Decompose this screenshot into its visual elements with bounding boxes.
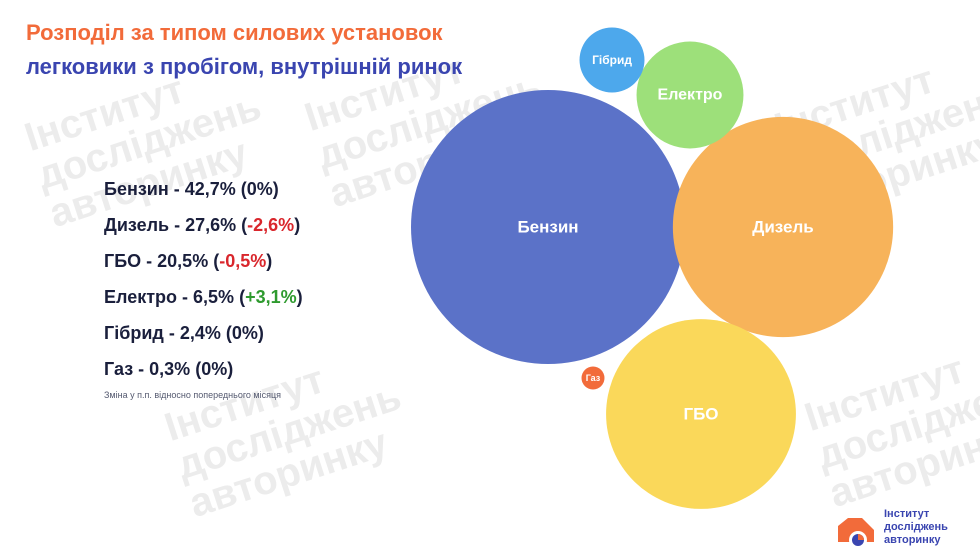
change-value: -0,5% [219, 251, 267, 271]
bubble-label: Електро [658, 87, 723, 104]
logo-icon [838, 518, 874, 549]
footnote: Зміна у п.п. відносно попереднього місяц… [104, 390, 281, 400]
change-value: -2,6% [247, 215, 295, 235]
stat-row: Бензин - 42,7% (0%) [104, 179, 279, 199]
stats-list: Бензин - 42,7% (0%) Дизель - 27,6% (-2,6… [104, 176, 303, 392]
bubble-0 [411, 90, 685, 364]
stat-row: Гібрид - 2,4% (0%) [104, 323, 264, 343]
brand-logo: Інститут досліджень авторинку [838, 508, 978, 552]
bubble-label: Дизель [752, 218, 814, 237]
bubble-1 [672, 116, 894, 338]
bubble-label: Бензин [517, 218, 578, 237]
bubble-label: Гібрид [592, 53, 632, 67]
bubble-5 [581, 366, 605, 390]
stat-row: Електро - 6,5% (+3,1%) [104, 287, 303, 307]
stat-row: ГБО - 20,5% (-0,5%) [104, 251, 273, 271]
bubble-3 [636, 41, 744, 149]
bubble-2 [606, 319, 796, 509]
stat-row: Газ - 0,3% (0%) [104, 359, 234, 379]
bubble-4 [579, 27, 645, 93]
title-line-2: легковики з пробігом, внутрішній ринок [26, 54, 463, 79]
logo-text: Інститут досліджень авторинку [884, 508, 948, 546]
chart-title: Розподіл за типом силових установок легк… [26, 18, 462, 82]
bubble-label: Газ [586, 373, 601, 383]
stat-row: Дизель - 27,6% (-2,6%) [104, 215, 301, 235]
bubble-label: ГБО [683, 405, 718, 424]
change-value: +3,1% [245, 287, 297, 307]
title-line-1: Розподіл за типом силових установок [26, 20, 443, 45]
